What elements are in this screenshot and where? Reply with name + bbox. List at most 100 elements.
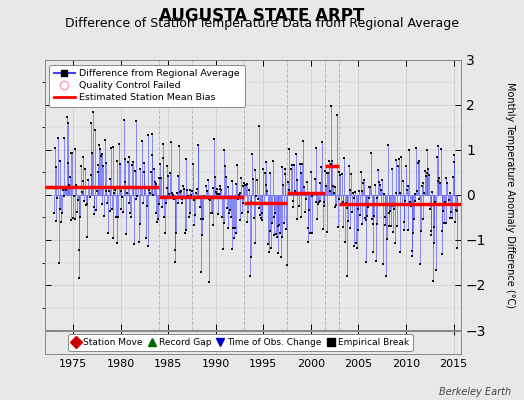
Point — [373, 220, 381, 227]
Point — [385, 223, 394, 229]
Point — [425, 172, 433, 178]
Point — [418, 216, 427, 222]
Point — [299, 138, 307, 144]
Point — [326, 103, 335, 109]
Point — [178, 200, 186, 206]
Point — [337, 202, 345, 208]
Point — [244, 209, 253, 215]
Point — [116, 160, 124, 167]
Point — [260, 201, 268, 207]
Point — [155, 200, 163, 207]
Point — [289, 198, 298, 204]
Point — [265, 248, 273, 255]
Point — [436, 146, 445, 153]
Point — [77, 162, 85, 169]
Point — [254, 196, 262, 203]
Point — [227, 177, 236, 184]
Point — [144, 243, 152, 250]
Point — [148, 131, 157, 137]
Point — [163, 184, 171, 191]
Point — [433, 154, 441, 160]
Point — [215, 186, 224, 192]
Point — [302, 195, 310, 202]
Point — [450, 152, 458, 158]
Point — [294, 191, 302, 197]
Point — [100, 213, 108, 219]
Point — [193, 142, 202, 148]
Point — [202, 183, 211, 189]
Point — [342, 205, 351, 211]
Point — [85, 194, 94, 200]
Point — [152, 210, 160, 216]
Point — [453, 208, 462, 214]
Point — [211, 174, 219, 180]
Point — [198, 232, 206, 239]
Point — [420, 190, 429, 196]
Point — [357, 188, 366, 194]
Point — [280, 170, 289, 177]
Point — [305, 206, 313, 213]
Point — [314, 198, 323, 205]
Point — [173, 190, 181, 196]
Point — [62, 186, 70, 193]
Point — [175, 142, 183, 149]
Point — [222, 174, 230, 180]
Point — [89, 109, 97, 115]
Point — [271, 210, 279, 216]
Point — [409, 229, 417, 236]
Point — [395, 156, 403, 162]
Point — [192, 186, 201, 192]
Point — [56, 158, 64, 164]
Y-axis label: Monthly Temperature Anomaly Difference (°C): Monthly Temperature Anomaly Difference (… — [505, 82, 515, 308]
Point — [157, 175, 165, 181]
Point — [343, 272, 352, 279]
Point — [379, 260, 387, 267]
Point — [363, 213, 372, 219]
Point — [165, 191, 173, 197]
Point — [280, 220, 288, 226]
Point — [66, 173, 74, 180]
Point — [170, 246, 179, 253]
Point — [187, 192, 195, 198]
Point — [400, 218, 409, 225]
Point — [96, 146, 104, 152]
Point — [154, 216, 162, 222]
Point — [57, 219, 66, 225]
Point — [238, 210, 246, 216]
Point — [219, 245, 227, 252]
Point — [286, 191, 294, 197]
Point — [132, 117, 140, 124]
Point — [194, 142, 202, 148]
Point — [408, 253, 417, 260]
Point — [72, 182, 81, 188]
Point — [150, 165, 158, 172]
Point — [320, 202, 329, 209]
Point — [93, 188, 101, 195]
Point — [127, 161, 136, 168]
Point — [260, 170, 269, 176]
Point — [410, 198, 419, 204]
Point — [80, 198, 89, 204]
Point — [369, 249, 378, 255]
Point — [365, 184, 373, 190]
Point — [221, 162, 230, 169]
Point — [184, 192, 192, 199]
Point — [161, 229, 169, 236]
Point — [449, 158, 457, 165]
Point — [228, 246, 236, 252]
Point — [76, 214, 84, 220]
Point — [213, 185, 222, 192]
Point — [259, 166, 267, 172]
Point — [212, 190, 221, 197]
Point — [96, 153, 105, 159]
Point — [126, 210, 134, 216]
Point — [70, 193, 78, 199]
Point — [79, 154, 88, 160]
Point — [359, 180, 367, 186]
Point — [51, 145, 59, 151]
Point — [136, 221, 145, 228]
Point — [232, 230, 241, 236]
Point — [81, 166, 89, 172]
Point — [149, 191, 157, 198]
Point — [248, 151, 256, 158]
